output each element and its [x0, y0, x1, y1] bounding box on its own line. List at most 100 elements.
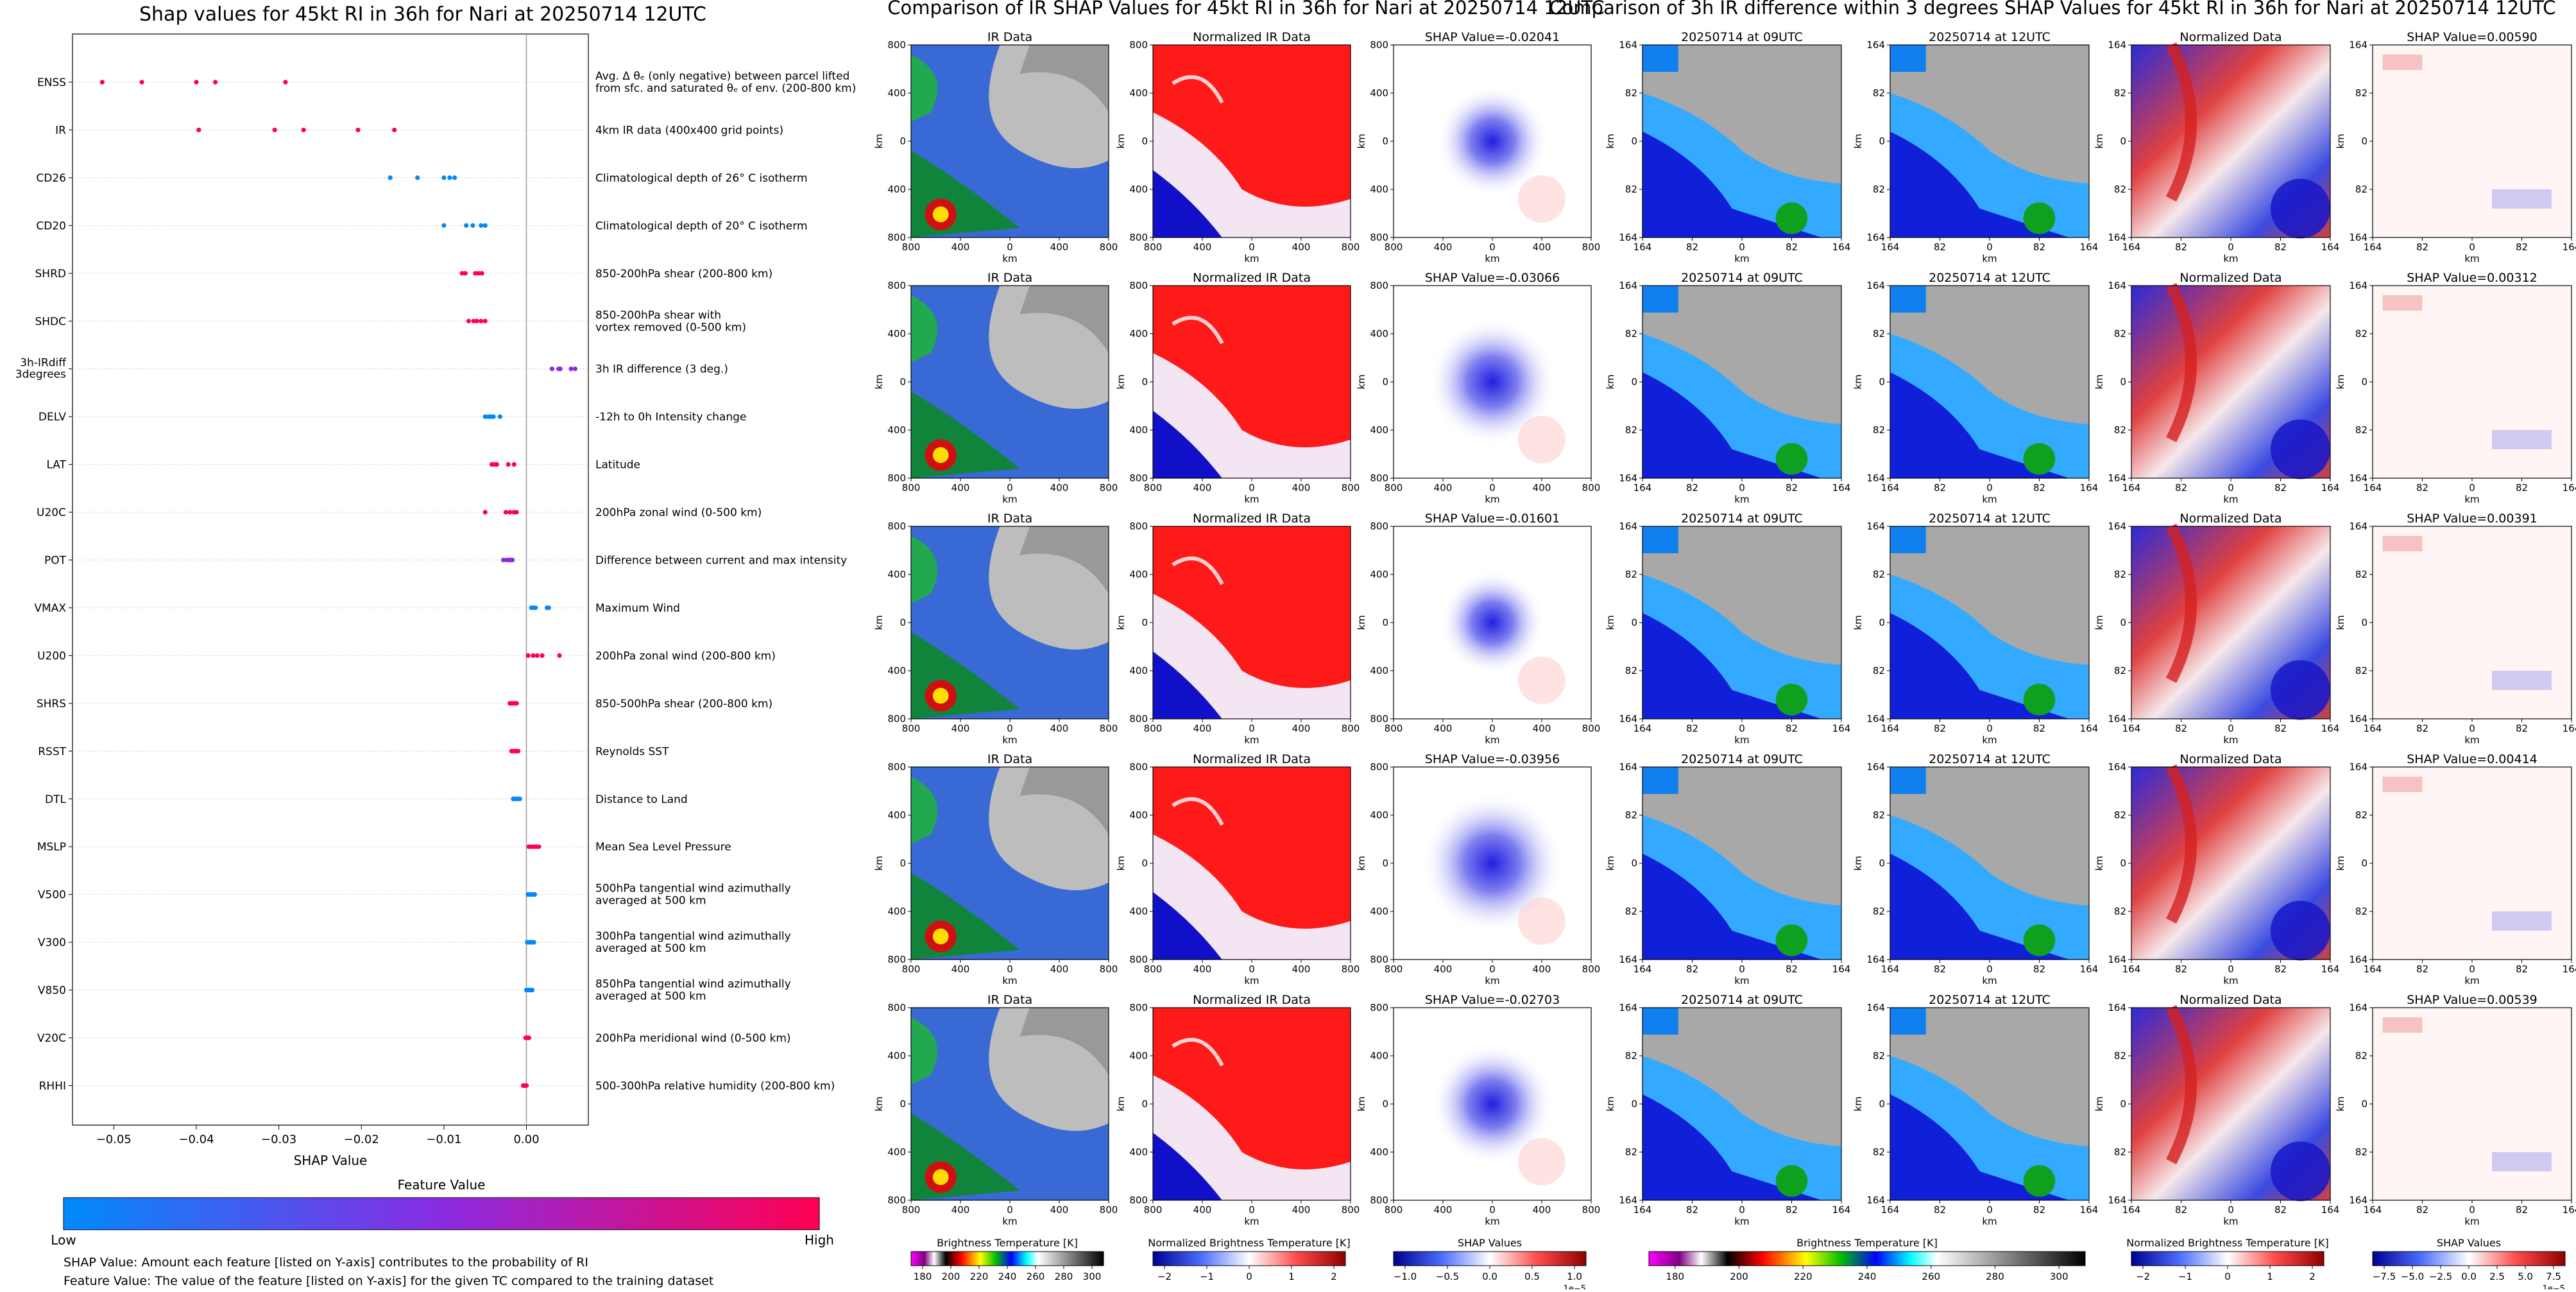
xtick-label: 164	[1881, 723, 1900, 734]
x-axis-label: km	[1002, 734, 1017, 746]
ir-panel-grid: IR Data80080040040000400400800800kmkmNor…	[873, 30, 1600, 1227]
shap-point	[508, 510, 513, 515]
xtick-label: 0	[2469, 241, 2475, 253]
colorbar-tick-label: 1.0	[1567, 1271, 1582, 1282]
feature-label: U200	[37, 650, 66, 662]
ytick-label: 82	[1625, 424, 1637, 436]
ytick-label: 82	[1873, 1050, 1885, 1062]
panel-title: Normalized IR Data	[1193, 271, 1311, 285]
ytick-label: 164	[2349, 521, 2367, 532]
ytick-label: 0	[1631, 376, 1637, 388]
ytick-label: 82	[2355, 184, 2367, 195]
ytick-label: 0	[1141, 1098, 1148, 1110]
ytick-label: 82	[2355, 1146, 2367, 1158]
norm-light-region	[1153, 112, 1351, 237]
panel-title: Normalized IR Data	[1193, 512, 1311, 526]
y-axis-label: km	[2335, 374, 2346, 389]
ytick-label: 0	[1631, 135, 1637, 147]
ytick-label: 0	[1879, 857, 1885, 869]
xtick-label: 400	[1292, 723, 1311, 734]
shap-point	[196, 127, 201, 133]
diff-ir-corner	[1642, 45, 1678, 72]
ir-hot-core	[932, 447, 949, 463]
ytick-label: 0	[1141, 617, 1148, 628]
xtick-label: 800	[902, 241, 921, 253]
ir-colorbars: Brightness Temperature [K] 180 200 220 240 26…	[910, 1237, 1587, 1292]
feature-description: from sfc. and saturated θₑ of env. (200-…	[595, 82, 856, 95]
xtick-label: 0	[1249, 723, 1255, 734]
ytick-label: 164	[2349, 761, 2367, 773]
xtick-label: 164	[2364, 963, 2382, 975]
ytick-label: 0	[1382, 1098, 1388, 1110]
colorbar-label: Normalized Brightness Temperature [K]	[2126, 1237, 2329, 1249]
shap-point	[540, 653, 545, 658]
ytick-label: 800	[887, 1194, 906, 1206]
ytick-label: 164	[1866, 1002, 1885, 1013]
feature-label: LAT	[46, 459, 66, 472]
shap-point	[473, 271, 478, 276]
shap-point	[212, 80, 218, 85]
y-axis-label: km	[2094, 856, 2105, 870]
x-axis-label: km	[2464, 734, 2479, 746]
feature-description: Latitude	[595, 459, 640, 472]
norm-band	[1172, 556, 1224, 585]
ytick-label: 82	[2114, 665, 2126, 676]
feature-description: Climatological depth of 20° C isotherm	[595, 220, 808, 232]
feature-description: 500-300hPa relative humidity (200-800 km…	[595, 1080, 835, 1092]
ytick-label: 82	[2355, 424, 2367, 436]
xtick-label: 82	[2416, 241, 2428, 253]
diff-ir-coldest	[1775, 684, 1808, 716]
xtick-label: 800	[1385, 482, 1403, 494]
ytick-label: 400	[1129, 1050, 1148, 1062]
colorbar-tick-label: 0	[2224, 1271, 2231, 1282]
xtick-label: 800	[902, 482, 921, 494]
x-axis-label: km	[1734, 1216, 1749, 1227]
diff-ir-coldest	[1775, 1165, 1808, 1197]
shap-point	[466, 318, 472, 323]
panel-title: IR Data	[987, 512, 1032, 526]
xtick-label: 164	[2321, 241, 2340, 253]
ytick-label: 800	[1370, 39, 1388, 51]
y-axis-label: km	[873, 856, 885, 870]
ytick-label: 400	[887, 665, 906, 676]
shap-point	[572, 366, 578, 372]
ytick-label: 800	[1370, 472, 1388, 484]
x-axis-label: km	[1244, 253, 1259, 264]
shap-point	[301, 127, 306, 133]
xtick-label: 400	[1050, 482, 1069, 494]
shap-point	[533, 605, 538, 610]
xtick-label: 82	[2175, 482, 2187, 494]
diff-norm-band	[2166, 523, 2197, 684]
xtick-label: 164	[1832, 1204, 1851, 1216]
xtick-label: 164	[1633, 723, 1652, 734]
panel-title: IR Data	[987, 993, 1032, 1007]
feature-description: 850-200hPa shear with	[595, 309, 721, 322]
ytick-label: 82	[2114, 569, 2126, 580]
ir-hot-core	[932, 1169, 949, 1185]
diff-section-title: Comparison of 3h IR difference within 3 …	[1549, 0, 2555, 19]
xtick-label: 400	[951, 723, 970, 734]
ytick-label: 800	[1370, 1002, 1388, 1013]
shap-point	[510, 557, 515, 563]
ytick-label: 82	[1873, 184, 1885, 195]
ytick-label: 400	[1370, 665, 1388, 676]
xtick-label: 82	[1934, 241, 1946, 253]
panel-title: IR Data	[987, 30, 1032, 44]
colorbar-tick-label: 7.5	[2546, 1271, 2561, 1282]
colorbar-label: Normalized Brightness Temperature [K]	[1148, 1237, 1351, 1249]
xtick-label: 0	[1739, 482, 1745, 494]
xtick-label: 164	[2080, 723, 2099, 734]
colorbar-tick-label: 240	[1858, 1271, 1877, 1282]
ytick-label: 164	[1619, 39, 1637, 51]
xtick-label: 400	[1050, 1204, 1069, 1216]
ytick-label: 164	[1866, 521, 1885, 532]
shap-point	[441, 223, 447, 228]
ytick-label: 0	[900, 617, 906, 628]
xtick-label: −0.05	[96, 1133, 132, 1146]
shap-point	[272, 127, 277, 133]
shap-point	[283, 80, 288, 85]
norm-light-region	[1153, 1075, 1351, 1200]
xtick-label: 164	[2321, 723, 2340, 734]
xtick-label: 82	[2175, 1204, 2187, 1216]
ytick-label: 82	[1625, 569, 1637, 580]
